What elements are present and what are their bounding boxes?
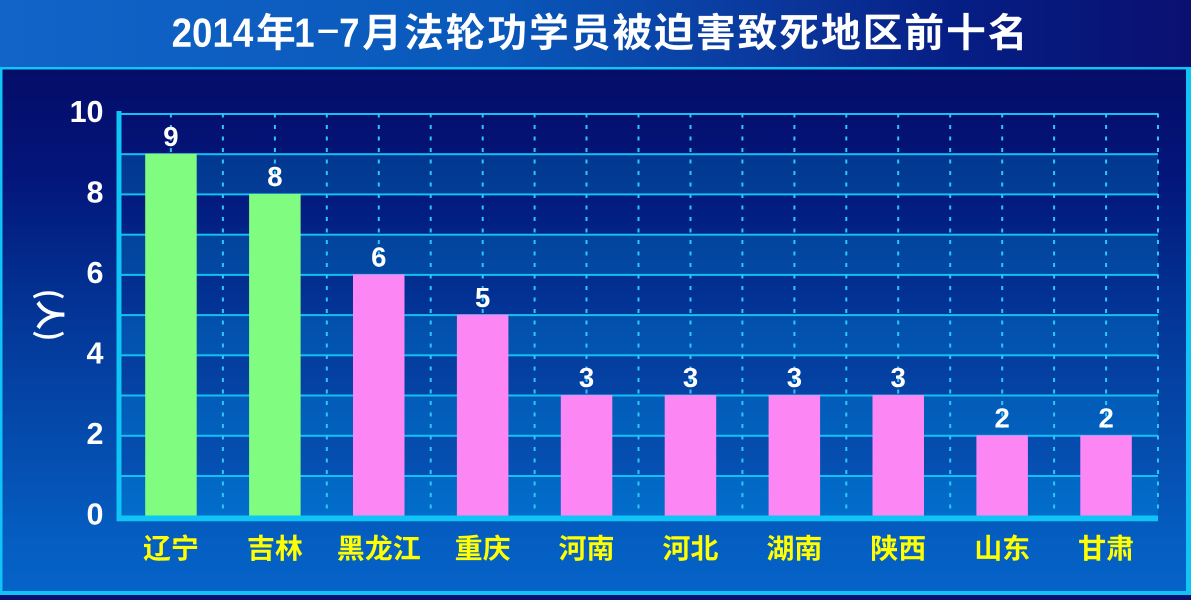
svg-text:3: 3	[891, 362, 906, 393]
svg-text:6: 6	[371, 242, 386, 273]
svg-text:2: 2	[995, 403, 1010, 434]
svg-text:6: 6	[87, 256, 104, 290]
svg-text:4: 4	[87, 337, 104, 371]
svg-text:10: 10	[70, 95, 104, 129]
svg-text:2: 2	[87, 417, 104, 451]
svg-text:9: 9	[163, 121, 178, 152]
svg-text:2: 2	[1098, 403, 1113, 434]
svg-text:5: 5	[475, 282, 490, 313]
svg-text:8: 8	[267, 161, 282, 192]
svg-text:8: 8	[87, 176, 104, 210]
svg-text:3: 3	[683, 362, 698, 393]
svg-text:0: 0	[87, 497, 104, 531]
svg-text:3: 3	[579, 362, 594, 393]
svg-text:3: 3	[787, 362, 802, 393]
